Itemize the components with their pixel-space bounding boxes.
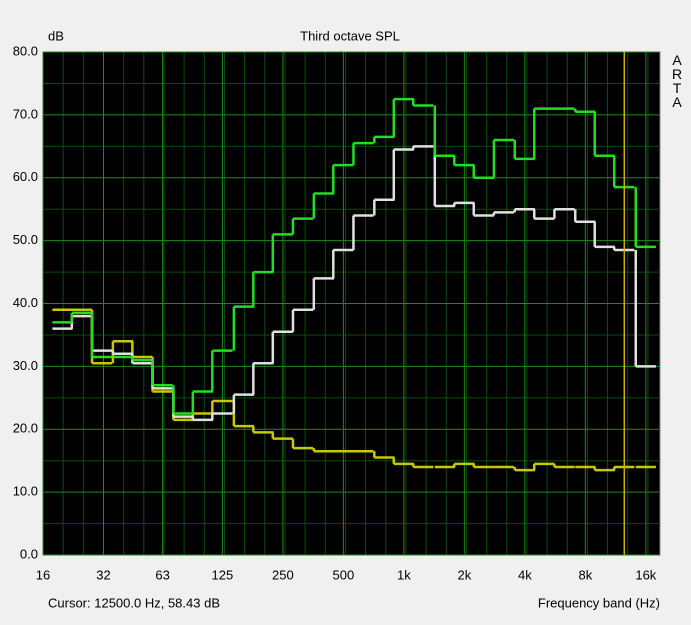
- watermark: ARTA: [669, 52, 685, 108]
- chart-title: Third octave SPL: [300, 28, 400, 43]
- y-tick-label: 20.0: [13, 421, 38, 436]
- x-tick-label: 63: [155, 567, 169, 582]
- x-axis-label: Frequency band (Hz): [538, 595, 660, 610]
- x-tick-label: 125: [212, 567, 234, 582]
- x-tick-label: 16: [36, 567, 50, 582]
- cursor-readout: Cursor: 12500.0 Hz, 58.43 dB: [48, 595, 220, 610]
- y-tick-label: 70.0: [13, 106, 38, 121]
- y-tick-label: 80.0: [13, 43, 38, 58]
- y-tick-label: 40.0: [13, 295, 38, 310]
- y-axis-label: dB: [48, 28, 64, 43]
- x-tick-label: 32: [96, 567, 110, 582]
- x-tick-label: 1k: [397, 567, 411, 582]
- y-tick-label: 0.0: [20, 546, 38, 561]
- x-tick-label: 8k: [578, 567, 592, 582]
- y-tick-label: 10.0: [13, 484, 38, 499]
- x-tick-label: 4k: [518, 567, 532, 582]
- x-tick-label: 500: [333, 567, 355, 582]
- y-tick-label: 30.0: [13, 358, 38, 373]
- x-tick-label: 2k: [457, 567, 471, 582]
- x-tick-label: 250: [272, 567, 294, 582]
- y-tick-label: 60.0: [13, 169, 38, 184]
- y-tick-label: 50.0: [13, 232, 38, 247]
- x-tick-label: 16k: [635, 567, 656, 582]
